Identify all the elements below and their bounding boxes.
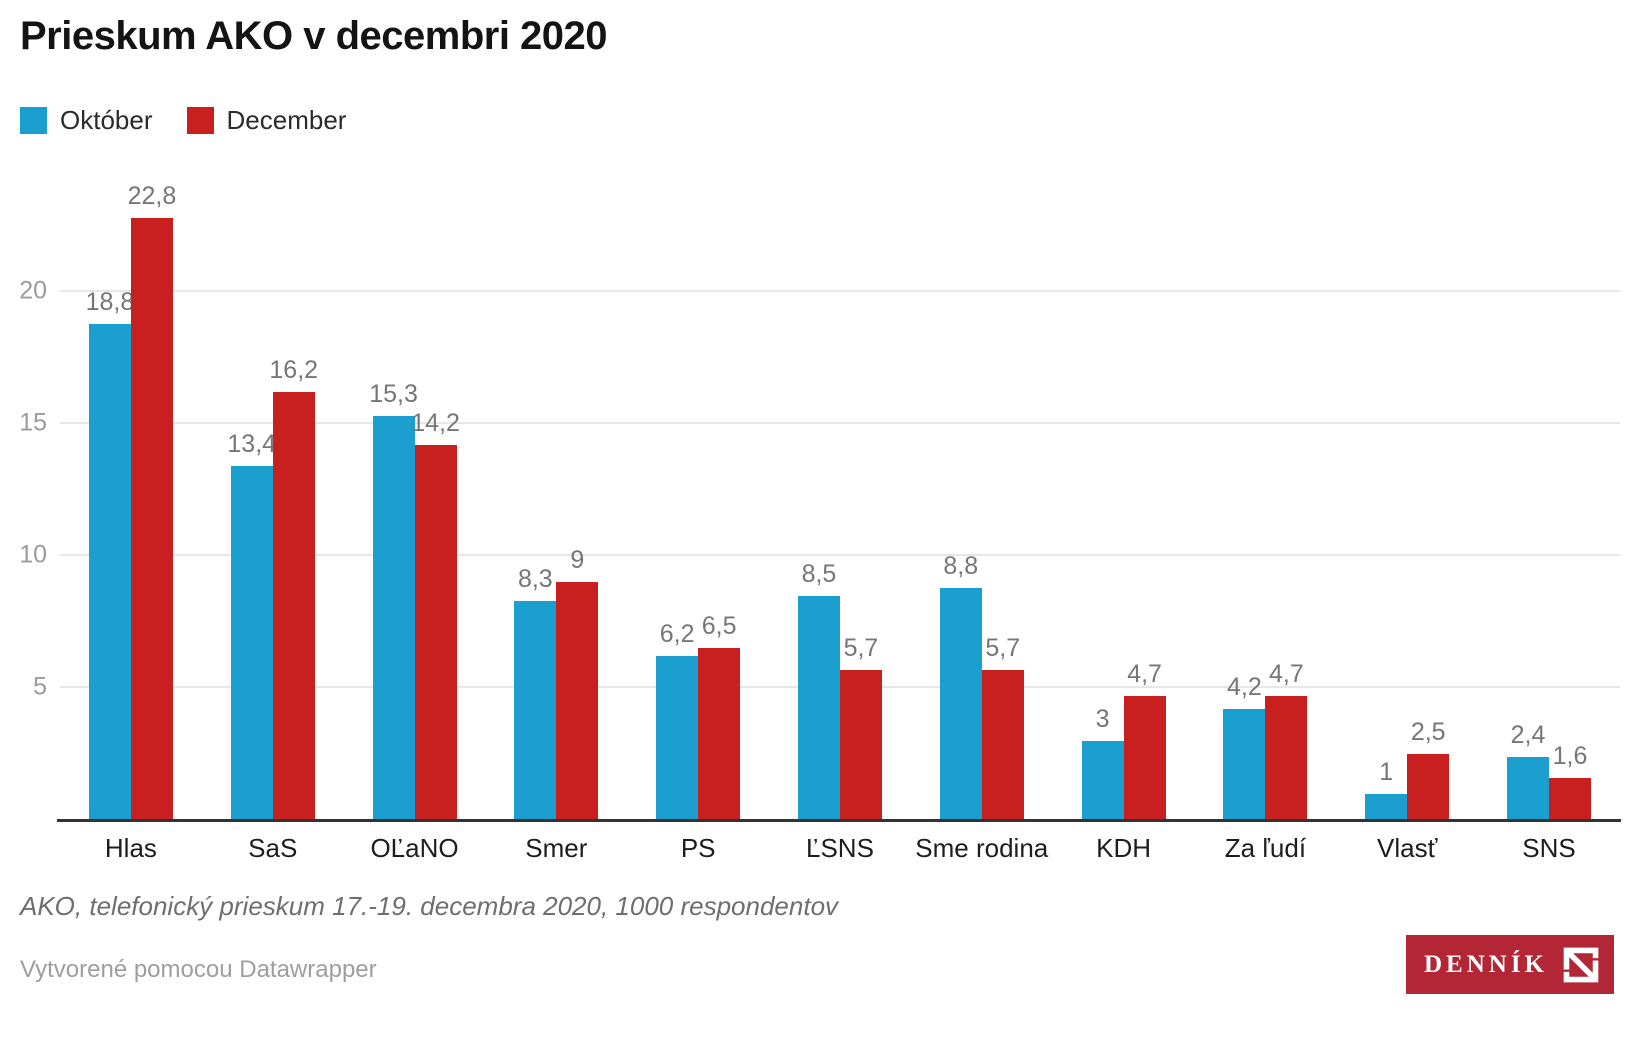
gridline: 10	[19, 541, 1620, 569]
x-axis-label: Sme rodina	[915, 833, 1049, 863]
bar-október: 8,3	[514, 565, 557, 820]
bar-group: 8,3 9	[485, 160, 627, 820]
bar-group: 4,2 4,7	[1195, 160, 1337, 820]
x-axis-label: OĽaNO	[370, 833, 459, 863]
logo-text: DENNÍK	[1423, 950, 1548, 978]
bar-value-label: 3	[1095, 704, 1110, 733]
bar-value-label: 4,7	[1269, 659, 1304, 688]
bar-value-label: 2,5	[1410, 718, 1446, 746]
datawrapper-credit: Vytvorené pomocou Datawrapper	[20, 956, 377, 983]
bar-december: 14,2	[411, 409, 460, 820]
bar-október: 1	[1365, 758, 1408, 820]
bar-október: 13,4	[227, 430, 276, 820]
legend-item-december: December	[186, 105, 347, 136]
bar-value-label: 8,3	[517, 564, 553, 593]
bar-december: 9	[556, 546, 599, 820]
bar-december: 1,6	[1549, 742, 1592, 820]
bar-október: 3	[1081, 705, 1124, 820]
bar-value-label: 16,2	[269, 356, 319, 385]
bar-december: 2,5	[1407, 718, 1450, 820]
bar-group: 18,8 22,8	[60, 160, 202, 820]
x-axis-label: Smer	[525, 833, 588, 863]
legend-item-october: Október	[20, 105, 153, 136]
bar-október: 8,8	[939, 552, 982, 820]
bar-value-label: 22,8	[127, 182, 177, 211]
bar-value-label: 1	[1379, 757, 1394, 786]
y-axis-tick-label: 15	[19, 408, 47, 437]
x-axis-label: Vlasť	[1377, 833, 1438, 863]
bar-október: 15,3	[369, 380, 418, 820]
bar-value-label: 4,2	[1227, 673, 1262, 702]
x-axis-label: SNS	[1522, 833, 1576, 863]
bar-group: 3 4,7	[1053, 160, 1195, 820]
bar-október: 18,8	[86, 288, 134, 820]
legend-label: Október	[60, 105, 153, 135]
gridline: 15	[19, 409, 1620, 437]
bar-október: 8,5	[797, 560, 840, 820]
y-axis-tick-label: 10	[19, 540, 47, 569]
x-axis-labels: Hlas SaS OĽaNO Smer PS ĽSNS Sme rodina KDH Za ľu…	[60, 833, 1620, 864]
x-axis-label: Za ľudí	[1224, 833, 1307, 863]
bar-value-label: 5,7	[985, 633, 1021, 662]
bar-december: 6,5	[698, 612, 741, 820]
bar-value-label: 14,2	[411, 409, 460, 438]
x-axis-label: KDH	[1096, 833, 1152, 863]
bar-december: 22,8	[128, 182, 176, 820]
chart-title: Prieskum AKO v decembri 2020	[20, 14, 608, 58]
source-note: AKO, telefonický prieskum 17.-19. decemb…	[20, 891, 839, 921]
x-axis-label: PS	[680, 833, 716, 863]
bar-value-label: 18,8	[85, 287, 135, 316]
bar-december: 5,7	[839, 634, 882, 820]
x-axis-label: ĽSNS	[806, 833, 874, 863]
bar-value-label: 6,2	[659, 620, 695, 649]
bar-value-label: 9	[570, 546, 585, 575]
bar-október: 6,2	[656, 620, 699, 820]
bar-group: 8,8 5,7	[911, 160, 1053, 820]
bar-value-label: 15,3	[369, 380, 418, 409]
dennik-n-icon	[1563, 947, 1599, 982]
bar-group: 13,4 16,2	[202, 160, 344, 820]
y-axis-tick-label: 5	[33, 672, 47, 701]
bar-december: 4,7	[1265, 660, 1308, 820]
bar-október: 4,2	[1223, 673, 1266, 820]
gridline: 20	[19, 277, 1620, 305]
legend-swatch	[20, 107, 47, 134]
y-axis-tick-label: 20	[19, 276, 47, 305]
x-axis-line	[57, 819, 1621, 822]
legend-label: December	[226, 105, 347, 135]
legend-swatch	[186, 107, 214, 134]
bar-value-label: 5,7	[843, 633, 879, 662]
bar-group: 2,4 1,6	[1478, 160, 1620, 820]
bar-value-label: 6,5	[701, 612, 737, 641]
bar-december: 4,7	[1123, 660, 1166, 820]
x-axis-label: Hlas	[104, 833, 157, 863]
bar-value-label: 4,7	[1127, 659, 1162, 688]
bar-group: 6,2 6,5	[627, 160, 769, 820]
bar-value-label: 8,8	[943, 551, 979, 580]
bar-december: 5,7	[981, 634, 1024, 820]
bar-groups: 18,8 22,8 13,4 16,2 15,3 14,2 8,3 9 6,2 6,5 8,5 5,7…	[60, 160, 1620, 820]
bar-group: 1 2,5	[1336, 160, 1478, 820]
bar-group: 8,5 5,7	[769, 160, 911, 820]
bar-group: 15,3 14,2	[344, 160, 486, 820]
bar-december: 16,2	[269, 356, 318, 820]
dennik-n-logo: DENNÍK	[1406, 935, 1614, 994]
plot-area: 5 10 15 20 18,8 22,8 13,4 16,2 15,3 14,2 8,3 9 6,2 6…	[19, 160, 1620, 820]
bar-value-label: 8,5	[801, 559, 837, 588]
x-axis-label: SaS	[248, 833, 298, 863]
bar-value-label: 1,6	[1552, 741, 1588, 770]
legend: Október December	[20, 105, 346, 136]
bar-value-label: 13,4	[227, 430, 277, 459]
bar-value-label: 2,4	[1510, 720, 1546, 749]
bar-október: 2,4	[1507, 721, 1550, 820]
